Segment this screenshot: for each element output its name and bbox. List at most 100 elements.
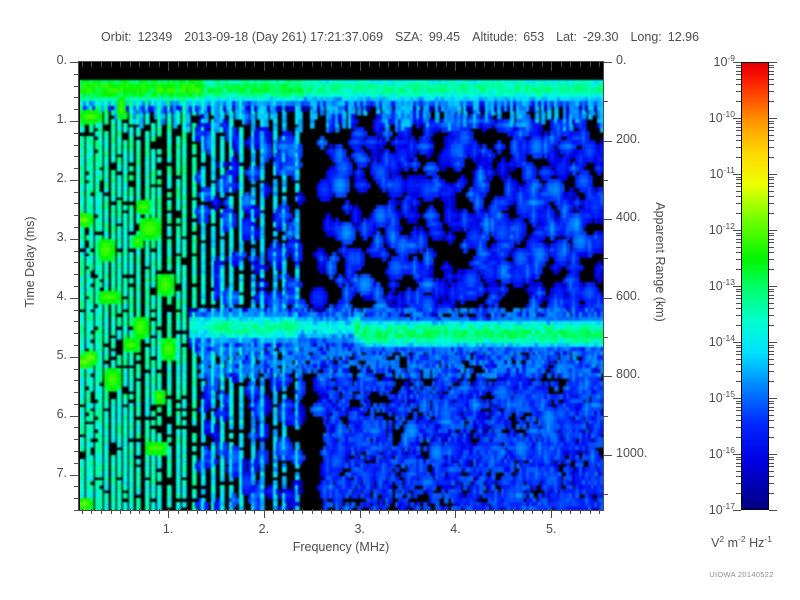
colorbar-minor-tick — [769, 235, 774, 236]
x-minor-tick-top — [159, 62, 160, 67]
colorbar-minor-tick — [769, 407, 774, 408]
y-minor-tick — [74, 286, 79, 287]
x-minor-tick-top — [523, 62, 524, 67]
colorbar-exponent: -16 — [722, 445, 735, 455]
ionogram-header: Orbit: 12349 2013-09-18 (Day 261) 17:21:37… — [0, 30, 800, 44]
colorbar-minor-tick — [769, 476, 774, 477]
colorbar-minor-tick — [769, 239, 774, 240]
colorbar-major-tick — [769, 398, 777, 399]
x-minor-tick-top — [178, 62, 179, 67]
x-minor-tick-top — [226, 62, 227, 67]
colorbar-minor-tick — [736, 101, 741, 102]
y-right-tick-label: 800. — [616, 367, 641, 382]
colorbar-major-tick — [733, 398, 741, 399]
colorbar-major-tick — [733, 118, 741, 119]
x-minor-tick-top — [427, 62, 428, 67]
x-minor-tick-top — [321, 62, 322, 67]
x-minor-tick-top — [561, 62, 562, 67]
y-right-minor-tick — [603, 258, 608, 259]
x-minor-tick — [178, 509, 179, 514]
colorbar-mantissa: 10 — [708, 503, 723, 518]
y-right-minor-tick — [603, 180, 608, 181]
colorbar-minor-tick — [736, 247, 741, 248]
colorbar-minor-tick — [769, 466, 774, 467]
y-minor-tick — [74, 86, 79, 87]
x-minor-tick-top — [139, 62, 140, 67]
observation-datetime: 2013-09-18 (Day 261) 17:21:37.069 — [184, 30, 384, 44]
colorbar-minor-tick — [736, 308, 741, 309]
x-major-tick — [360, 509, 361, 518]
colorbar-minor-tick — [736, 186, 741, 187]
colorbar-minor-tick — [769, 493, 774, 494]
colorbar-exponent: -11 — [723, 165, 735, 175]
colorbar-minor-tick — [736, 140, 741, 141]
colorbar-major-tick — [733, 342, 741, 343]
x-minor-tick-top — [302, 62, 303, 67]
x-minor-tick-top — [216, 62, 217, 67]
x-minor-tick — [159, 509, 160, 514]
colorbar-minor-tick — [769, 415, 774, 416]
colorbar-minor-tick — [769, 437, 774, 438]
y-minor-tick — [74, 463, 79, 464]
colorbar-minor-tick — [736, 359, 741, 360]
colorbar-minor-tick — [769, 71, 774, 72]
y-right-minor-tick — [603, 416, 608, 417]
x-minor-tick-top — [532, 62, 533, 67]
x-minor-tick-top — [475, 62, 476, 67]
colorbar-minor-tick — [736, 130, 741, 131]
colorbar-minor-tick — [736, 147, 741, 148]
colorbar-minor-tick — [736, 252, 741, 253]
lat-value: -29.30 — [583, 30, 619, 44]
x-minor-tick-top — [273, 62, 274, 67]
colorbar-minor-tick — [769, 427, 774, 428]
colorbar-minor-tick — [736, 493, 741, 494]
x-minor-tick — [446, 509, 447, 514]
x-minor-tick-top — [341, 62, 342, 67]
colorbar-major-tick — [769, 118, 777, 119]
y-left-tick-label: 3. — [56, 229, 67, 244]
x-minor-tick-top — [235, 62, 236, 67]
colorbar-minor-tick — [736, 269, 741, 270]
colorbar-minor-tick — [736, 415, 741, 416]
x-minor-tick — [331, 509, 332, 514]
x-minor-tick-top — [197, 62, 198, 67]
y-right-tick-label: 400. — [616, 210, 641, 225]
x-minor-tick — [226, 509, 227, 514]
colorbar-minor-tick — [769, 259, 774, 260]
colorbar-minor-tick — [769, 67, 774, 68]
colorbar-minor-tick — [769, 127, 774, 128]
y-minor-tick — [74, 203, 79, 204]
colorbar-minor-tick — [736, 203, 741, 204]
x-minor-tick — [532, 509, 533, 514]
y-minor-tick — [74, 192, 79, 193]
colorbar-minor-tick — [736, 381, 741, 382]
colorbar-exponent: -12 — [722, 221, 735, 231]
colorbar-tick-label: 10-12 — [677, 221, 735, 237]
x-minor-tick-top — [513, 62, 514, 67]
ionogram-plot-area — [79, 62, 604, 511]
colorbar-tick-label: 10-10 — [677, 109, 735, 125]
x-minor-tick — [283, 509, 284, 514]
y-minor-tick — [74, 215, 79, 216]
colorbar-tick-label: 10-15 — [677, 389, 735, 405]
x-major-tick — [168, 509, 169, 518]
colorbar-minor-tick — [769, 91, 774, 92]
colorbar-major-tick — [769, 230, 777, 231]
sza-label: SZA: — [395, 30, 423, 44]
y-minor-tick — [74, 345, 79, 346]
x-minor-tick-top — [465, 62, 466, 67]
colorbar-minor-tick — [769, 381, 774, 382]
colorbar-minor-tick — [769, 203, 774, 204]
x-minor-tick-top — [206, 62, 207, 67]
x-minor-tick-top — [130, 62, 131, 67]
colorbar-minor-tick — [769, 101, 774, 102]
colorbar-minor-tick — [769, 291, 774, 292]
colorbar-minor-tick — [769, 457, 774, 458]
x-tick-label: 4. — [450, 522, 461, 536]
colorbar-minor-tick — [736, 407, 741, 408]
y-right-tick-label: 1000. — [616, 445, 648, 460]
colorbar-minor-tick — [736, 371, 741, 372]
x-minor-tick — [111, 509, 112, 514]
colorbar-major-tick — [769, 454, 777, 455]
y-minor-tick — [74, 392, 79, 393]
